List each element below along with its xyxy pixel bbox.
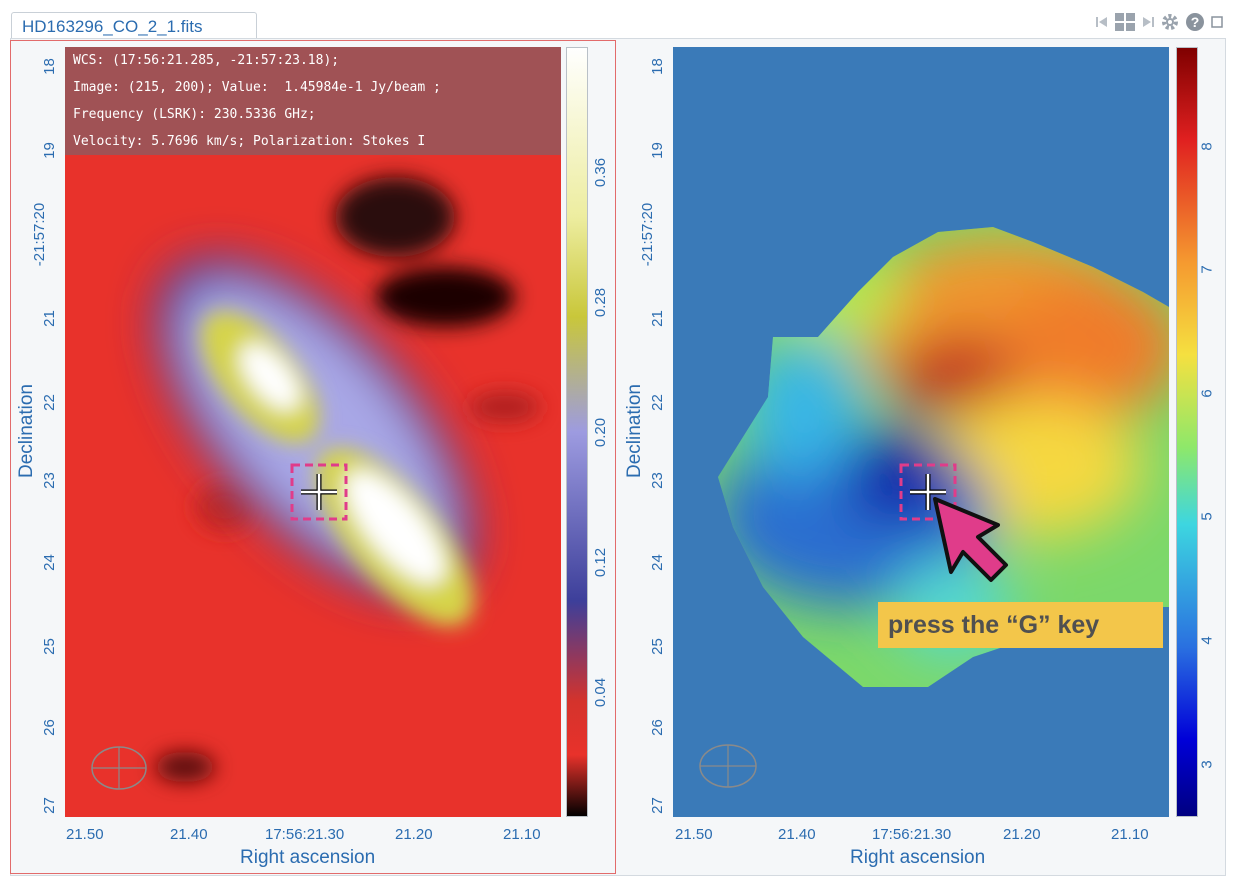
right-y-tick: 18 bbox=[648, 58, 666, 75]
right-x-tick: 21.20 bbox=[1003, 826, 1041, 843]
left-y-tick: 26 bbox=[40, 719, 58, 736]
cursor-wcs-text: WCS: (17:56:21.285, -21:57:23.18); bbox=[73, 53, 340, 68]
left-y-tick: 18 bbox=[40, 58, 58, 75]
grid-layout-icon[interactable] bbox=[1114, 12, 1136, 32]
left-x-tick: 21.40 bbox=[170, 826, 208, 843]
cursor-image-value-text: Image: (215, 200); Value: 1.45984e-1 Jy/… bbox=[73, 80, 441, 95]
left-x-tick: 17:56:21.30 bbox=[265, 826, 345, 843]
left-y-axis-title: Declination bbox=[16, 384, 37, 478]
left-y-tick: 25 bbox=[40, 638, 58, 655]
left-x-axis-title: Right ascension bbox=[240, 847, 376, 868]
file-tab-label: HD163296_CO_2_1.fits bbox=[22, 17, 203, 36]
right-y-tick: 19 bbox=[648, 142, 666, 159]
left-colorbar-tick: 0.20 bbox=[592, 417, 610, 448]
right-y-tick: 24 bbox=[648, 554, 666, 571]
left-cursor-highlight-box bbox=[290, 463, 348, 521]
right-colorbar-tick: 3 bbox=[1198, 760, 1216, 769]
cursor-info-overlay: WCS: (17:56:21.285, -21:57:23.18); Image… bbox=[65, 47, 561, 155]
cursor-velocity-text: Velocity: 5.7696 km/s; Polarization: Sto… bbox=[73, 134, 426, 149]
left-y-tick: -21:57:20 bbox=[31, 202, 49, 267]
right-y-tick: 21 bbox=[648, 310, 666, 327]
right-y-tick: -21:57:20 bbox=[639, 202, 657, 267]
help-icon[interactable]: ? bbox=[1185, 12, 1205, 32]
right-y-tick: 23 bbox=[648, 472, 666, 489]
gear-icon[interactable] bbox=[1160, 12, 1180, 32]
right-x-tick: 21.40 bbox=[778, 826, 816, 843]
right-x-tick: 21.50 bbox=[675, 826, 713, 843]
left-y-tick: 19 bbox=[40, 142, 58, 159]
right-colorbar-tick: 6 bbox=[1198, 389, 1216, 398]
right-y-tick: 26 bbox=[648, 719, 666, 736]
left-colorbar bbox=[566, 47, 588, 817]
left-colorbar-tick: 0.28 bbox=[592, 287, 610, 318]
right-y-tick: 22 bbox=[648, 394, 666, 411]
svg-text:?: ? bbox=[1191, 14, 1200, 30]
left-colorbar-tick: 0.12 bbox=[592, 547, 610, 578]
right-colorbar-tick: 5 bbox=[1198, 512, 1216, 521]
maximize-icon[interactable] bbox=[1210, 15, 1224, 29]
right-moment1-image[interactable] bbox=[673, 47, 1169, 817]
right-x-tick: 17:56:21.30 bbox=[872, 826, 952, 843]
left-y-tick: 27 bbox=[40, 797, 58, 814]
right-y-tick: 27 bbox=[648, 797, 666, 814]
left-x-tick: 21.20 bbox=[395, 826, 433, 843]
right-colorbar-tick: 8 bbox=[1198, 142, 1216, 151]
file-tab[interactable]: HD163296_CO_2_1.fits bbox=[11, 12, 257, 39]
next-frame-icon[interactable] bbox=[1141, 15, 1155, 29]
left-y-tick: 23 bbox=[40, 472, 58, 489]
right-colorbar bbox=[1176, 47, 1198, 817]
pointer-arrow-icon bbox=[933, 497, 1008, 582]
keyboard-hint-text: press the “G” key bbox=[888, 611, 1100, 639]
left-y-tick: 24 bbox=[40, 554, 58, 571]
left-y-tick: 22 bbox=[40, 394, 58, 411]
right-y-tick: 25 bbox=[648, 638, 666, 655]
keyboard-hint-callout: press the “G” key bbox=[878, 602, 1163, 648]
left-colorbar-tick: 0.36 bbox=[592, 157, 610, 188]
left-y-tick: 21 bbox=[40, 310, 58, 327]
right-y-axis-title: Declination bbox=[624, 384, 645, 478]
cursor-frequency-text: Frequency (LSRK): 230.5336 GHz; bbox=[73, 107, 316, 122]
left-x-tick: 21.10 bbox=[503, 826, 541, 843]
first-frame-icon[interactable] bbox=[1095, 15, 1109, 29]
left-image-panel[interactable] bbox=[10, 40, 616, 874]
left-colorbar-tick: 0.04 bbox=[592, 677, 610, 708]
right-colorbar-tick: 4 bbox=[1198, 636, 1216, 645]
right-cursor-highlight-box bbox=[899, 463, 957, 521]
left-x-tick: 21.50 bbox=[66, 826, 104, 843]
right-colorbar-tick: 7 bbox=[1198, 265, 1216, 274]
left-moment0-image[interactable] bbox=[65, 47, 561, 817]
right-x-tick: 21.10 bbox=[1111, 826, 1149, 843]
panel-toolbar: ? bbox=[1095, 12, 1224, 32]
right-x-axis-title: Right ascension bbox=[850, 847, 986, 868]
